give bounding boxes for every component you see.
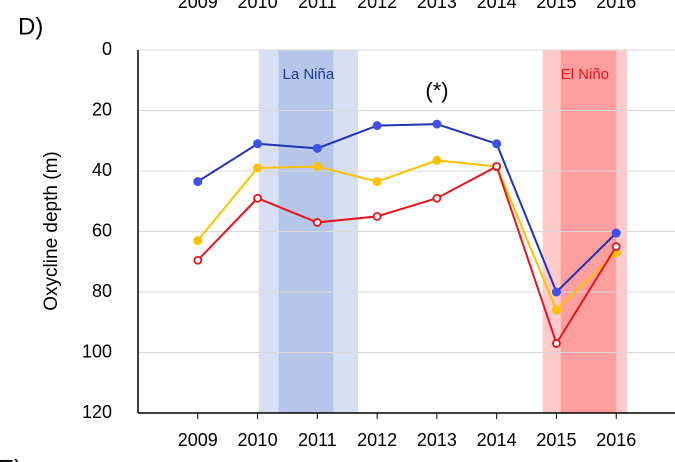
data-point <box>193 177 203 187</box>
data-point <box>432 193 442 203</box>
data-point <box>432 119 442 129</box>
series-line <box>197 159 617 312</box>
data-point <box>253 193 262 203</box>
next-panel-label: E) <box>0 455 22 462</box>
y-tick-label: 120 <box>82 402 112 422</box>
y-axis-label: Oxycline depth (m) <box>41 151 62 310</box>
series-line <box>197 123 617 294</box>
x-tick-label: 2013 <box>417 430 457 450</box>
x-tick-label-top: 2012 <box>357 0 397 12</box>
data-point <box>372 211 382 221</box>
annotation: (*) <box>425 78 448 103</box>
data-point <box>372 121 382 131</box>
region-label: El Niño <box>561 66 609 83</box>
x-tick-label-top: 2016 <box>596 0 636 12</box>
x-tick-label-top: 2009 <box>178 0 218 12</box>
data-point <box>551 287 561 297</box>
data-point <box>492 139 502 149</box>
data-point <box>551 305 561 315</box>
y-tick-label: 80 <box>92 281 112 301</box>
x-tick-label: 2015 <box>536 430 576 450</box>
x-tick-label-top: 2015 <box>536 0 576 12</box>
data-point <box>312 218 322 227</box>
y-tick-label: 40 <box>92 160 112 180</box>
x-tick-label-top: 2014 <box>477 0 517 12</box>
x-tick-label: 2014 <box>477 430 517 450</box>
x-tick-label: 2009 <box>178 430 218 450</box>
data-point <box>312 161 322 171</box>
data-point <box>312 143 322 153</box>
data-point <box>552 339 561 348</box>
data-point <box>193 236 203 246</box>
data-point <box>193 255 203 265</box>
series-line <box>197 165 618 346</box>
y-tick-label: 100 <box>82 341 112 361</box>
region-label: La Niña <box>283 66 335 83</box>
x-tick-label-top: 2011 <box>298 0 337 12</box>
y-tick-label: 20 <box>92 99 112 119</box>
x-tick-label: 2011 <box>298 430 337 450</box>
data-point <box>611 228 621 238</box>
x-tick-label: 2012 <box>357 430 397 450</box>
y-tick-label: 0 <box>102 39 112 59</box>
x-tick-label-top: 2013 <box>417 0 457 12</box>
data-point <box>253 163 263 173</box>
panel-label: D) <box>18 13 43 40</box>
x-tick-label-top: 2010 <box>238 0 278 12</box>
data-point <box>372 177 382 187</box>
data-point <box>253 139 263 149</box>
data-point <box>492 162 502 171</box>
x-tick-label: 2016 <box>596 430 636 450</box>
x-tick-label: 2010 <box>238 430 278 450</box>
y-tick-label: 60 <box>92 220 112 240</box>
data-point <box>611 242 621 252</box>
data-point <box>432 155 442 165</box>
